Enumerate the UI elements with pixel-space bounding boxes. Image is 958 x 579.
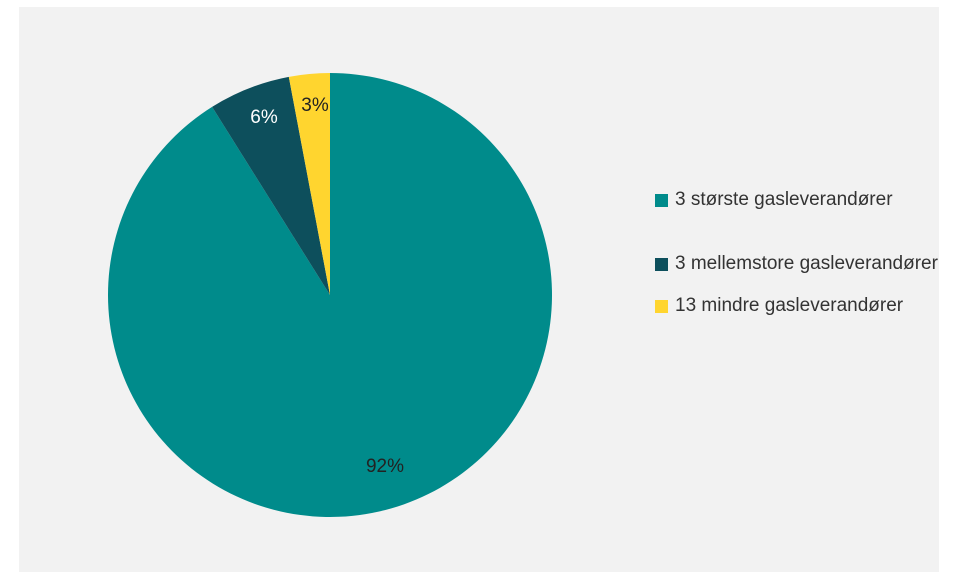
pie-slice-medium <box>212 76 330 295</box>
legend-item-largest: 3 største gasleverandører <box>655 185 945 215</box>
slice-label-medium: 6% <box>250 107 278 128</box>
legend-label-largest: 3 største gasleverandører <box>675 189 893 210</box>
pie-labels: 92% 6% 3% <box>250 95 404 477</box>
pie-slice-smaller <box>288 73 330 295</box>
slice-label-smaller: 3% <box>301 95 329 116</box>
pie-slice-largest <box>107 73 552 517</box>
slice-label-largest: 92% <box>366 456 404 477</box>
legend-label-smaller: 13 mindre gasleverandører <box>675 295 904 316</box>
legend-item-medium: 3 mellemstore gasleverandører <box>655 249 945 279</box>
legend-swatch-largest <box>655 194 668 207</box>
pie-slices <box>107 73 552 517</box>
legend-swatch-smaller <box>655 300 668 313</box>
legend: 3 største gasleverandører 3 mellemstore … <box>655 185 945 333</box>
chart-panel: 92% 6% 3% 3 største gasleverandører 3 mell… <box>19 7 939 572</box>
legend-label-medium: 3 mellemstore gasleverandører <box>675 253 938 274</box>
legend-item-smaller: 13 mindre gasleverandører <box>655 291 945 321</box>
legend-swatch-medium <box>655 258 668 271</box>
pie-chart: 92% 6% 3% <box>107 73 552 517</box>
